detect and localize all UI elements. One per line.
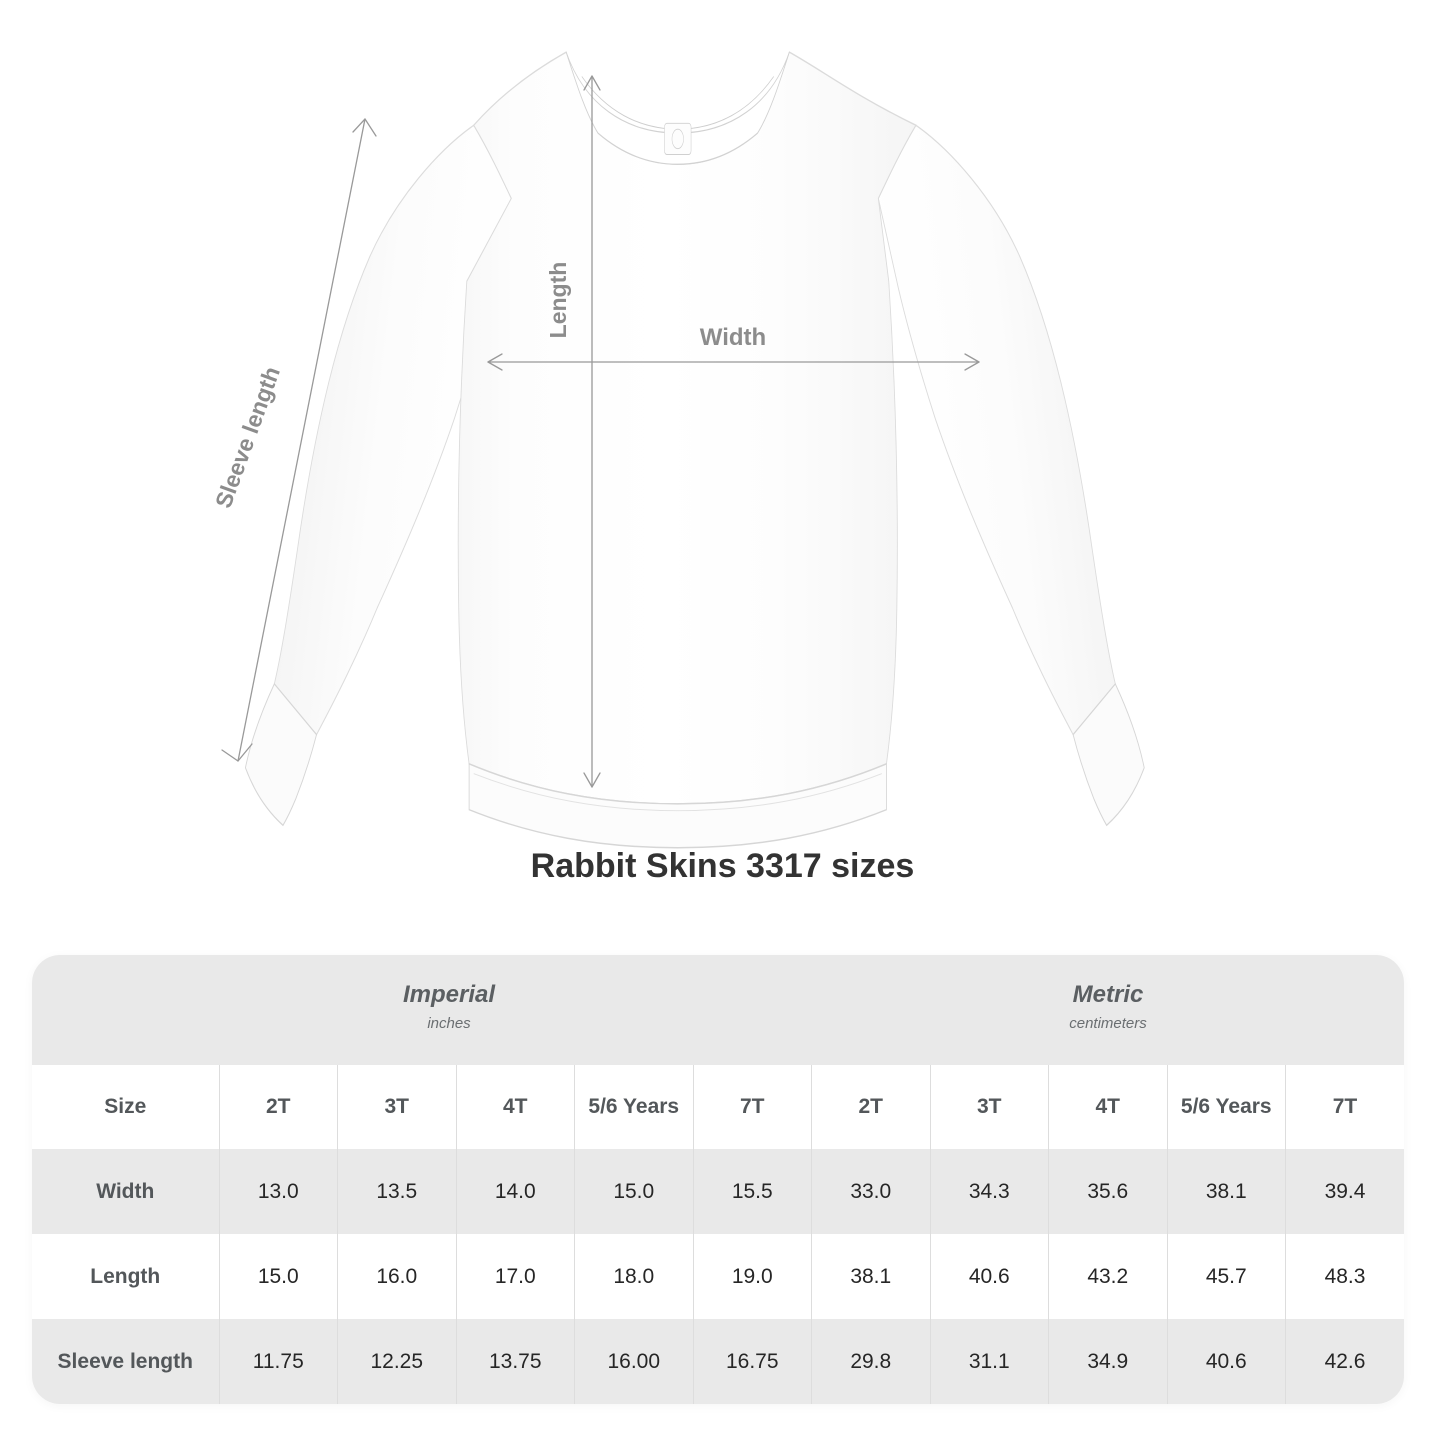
svg-text:Width: Width (700, 324, 766, 351)
svg-text:Length: Length (545, 262, 571, 339)
svg-text:Sleeve length: Sleeve length (210, 363, 285, 511)
